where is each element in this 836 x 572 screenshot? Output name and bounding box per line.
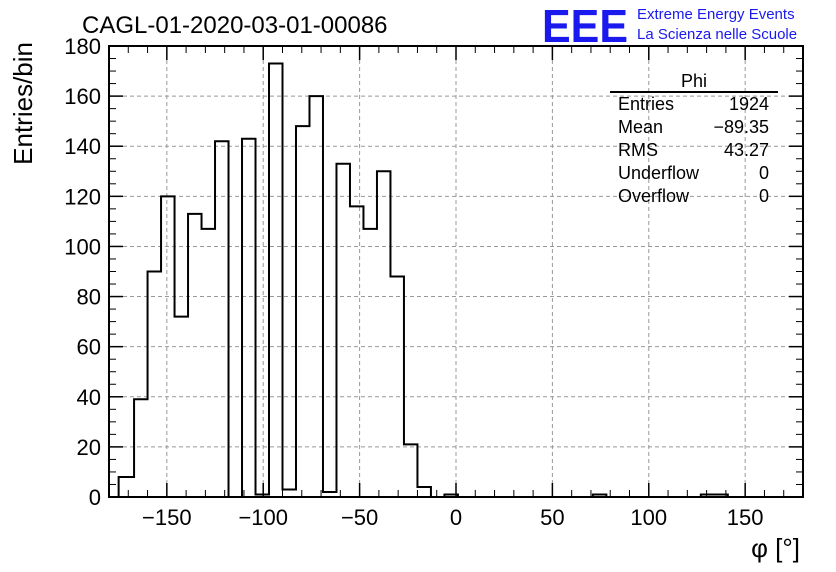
logo-mark: EEE [542,0,628,52]
stats-label-mean: Mean [618,117,663,137]
stats-box: Phi Entries 1924 Mean −89.35 RMS 43.27 U… [610,71,778,206]
x-tick-label: −50 [341,505,378,530]
x-tick-label: 0 [450,505,462,530]
histogram-bar [417,487,430,497]
stats-value-overflow: 0 [759,186,769,206]
plot-frame [108,45,804,498]
histogram-bar [242,139,255,497]
y-tick-label: 20 [77,435,101,460]
histogram-bar [283,489,296,497]
stats-value-mean: −89.35 [713,117,769,137]
y-tick-label: 0 [89,485,101,510]
histogram-outline [117,62,782,498]
y-tick-label: 120 [64,184,101,209]
x-tick-label: 100 [630,505,667,530]
histogram-bar [175,317,188,497]
histogram-bar [404,444,417,497]
stats-label-underflow: Underflow [618,163,700,183]
histogram-bar [390,277,403,497]
axis-ticks [109,45,803,498]
histogram-bar [377,171,390,497]
stats-label-overflow: Overflow [618,186,690,206]
y-tick-label: 100 [64,234,101,259]
y-tick-labels: 0 20 40 60 80 100 120 140 160 180 [64,34,101,510]
histogram-bar [134,399,147,497]
stats-value-underflow: 0 [759,163,769,183]
stats-label-entries: Entries [618,94,674,114]
histogram-bar [363,229,376,497]
y-tick-label: 80 [77,285,101,310]
stats-value-entries: 1924 [729,94,769,114]
grid [109,46,803,497]
histogram-bar [296,126,309,497]
x-tick-label: 50 [540,505,564,530]
y-tick-label: 40 [77,385,101,410]
x-tick-label: −150 [142,505,192,530]
logo-line2: La Scienza nelle Scuole [637,26,797,43]
y-axis-label: Entries/bin [8,42,38,165]
histogram-bar [269,64,282,497]
histogram-bar [188,214,201,497]
histogram-bar [119,477,134,497]
eee-logo: EEE Extreme Energy Events La Scienza nel… [542,0,797,52]
x-tick-label: 150 [727,505,764,530]
histogram-bar [148,272,161,498]
x-axis-label: φ [°] [751,533,800,563]
logo-line1: Extreme Energy Events [637,6,795,23]
histogram-bar [350,206,363,497]
y-tick-label: 140 [64,134,101,159]
stats-title: Phi [681,71,707,91]
x-tick-label: −100 [238,505,288,530]
x-tick-labels: −150 −100 −50 0 50 100 150 [142,505,763,530]
y-tick-label: 60 [77,335,101,360]
histogram-bar [215,141,228,497]
stats-value-rms: 43.27 [724,140,769,160]
stats-label-rms: RMS [618,140,658,160]
y-tick-label: 160 [64,84,101,109]
y-tick-label: 180 [64,34,101,59]
histogram-bar [202,229,215,497]
chart-title: CAGL-01-2020-03-01-00086 [82,12,388,39]
